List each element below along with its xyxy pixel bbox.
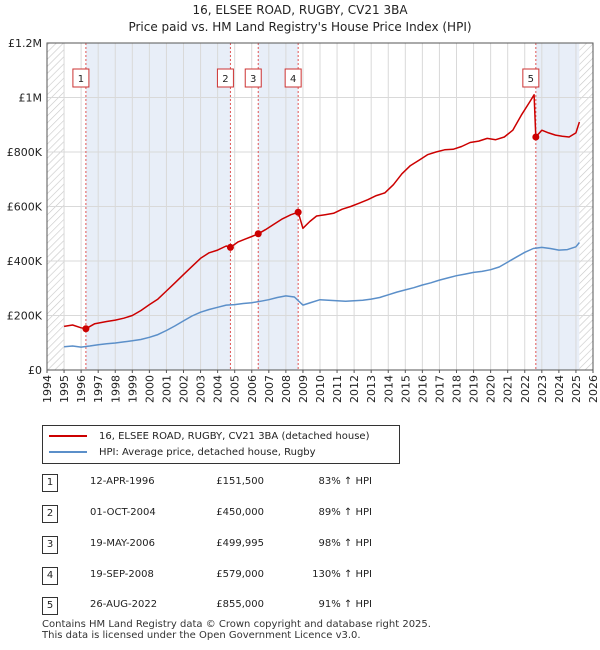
x-tick-label: 2015 [399, 375, 412, 403]
sale-price: £499,995 [216, 538, 264, 549]
sale-marker-box [72, 68, 90, 88]
x-tick-label: 2017 [433, 375, 446, 403]
hpi-change: 83% ↑ HPI [318, 476, 372, 487]
legend-item-hpi: HPI: Average price, detached house, Rugb… [49, 445, 316, 459]
chart-title: 16, ELSEE ROAD, RUGBY, CV21 3BA [192, 3, 408, 17]
y-tick-label: £800K [7, 146, 43, 159]
x-tick-label: 2022 [519, 375, 532, 403]
y-tick-label: £200K [7, 310, 43, 323]
y-tick-label: £0 [28, 364, 42, 377]
table-row: 1 12-APR-1996 £151,500 83% ↑ HPI [42, 474, 442, 492]
sale-date: 26-AUG-2022 [90, 599, 158, 610]
x-tick-label: 2009 [297, 375, 310, 403]
x-tick-label: 2005 [229, 375, 242, 403]
sale-marker-box [522, 68, 540, 88]
licence-notice: This data is licensed under the Open Gov… [42, 630, 361, 641]
x-tick-label: 2013 [365, 375, 378, 403]
sale-date: 12-APR-1996 [90, 476, 155, 487]
x-tick-label: 2019 [468, 375, 481, 403]
x-tick-label: 1996 [75, 375, 88, 403]
x-tick-label: 2012 [348, 375, 361, 403]
hpi-change: 130% ↑ HPI [312, 569, 372, 580]
legend: 16, ELSEE ROAD, RUGBY, CV21 3BA (detache… [42, 425, 400, 464]
x-tick-label: 2002 [178, 375, 191, 403]
y-tick-label: £400K [7, 255, 43, 268]
x-tick-label: 1998 [109, 375, 122, 403]
sale-price: £151,500 [216, 476, 264, 487]
table-row: 3 19-MAY-2006 £499,995 98% ↑ HPI [42, 536, 442, 554]
sale-point [226, 243, 234, 251]
sale-marker-box [284, 68, 302, 88]
legend-swatch-hpi [49, 451, 87, 453]
sale-point [532, 133, 540, 141]
sale-marker-label: 1 [78, 74, 84, 85]
x-tick-label: 2020 [485, 375, 498, 403]
sale-marker-label: 2 [222, 74, 228, 85]
sale-marker-box [216, 68, 234, 88]
legend-item-property: 16, ELSEE ROAD, RUGBY, CV21 3BA (detache… [49, 429, 369, 443]
x-tick-label: 2014 [382, 375, 395, 403]
table-row: 5 26-AUG-2022 £855,000 91% ↑ HPI [42, 597, 442, 615]
row-number: 1 [42, 474, 58, 492]
y-tick-label: £600K [7, 201, 43, 214]
sale-point [294, 208, 302, 216]
x-tick-label: 1994 [41, 375, 54, 403]
sale-price: £855,000 [216, 599, 264, 610]
x-tick-label: 2026 [587, 375, 600, 403]
x-tick-label: 2016 [416, 375, 429, 403]
footer: Contains HM Land Registry data © Crown c… [42, 619, 431, 641]
sale-price: £450,000 [216, 507, 264, 518]
row-number: 3 [42, 536, 58, 554]
sale-marker-label: 4 [290, 74, 296, 85]
x-tick-label: 2001 [160, 375, 173, 403]
x-tick-label: 2008 [280, 375, 293, 403]
table-row: 4 19-SEP-2008 £579,000 130% ↑ HPI [42, 567, 442, 585]
sale-marker-box [244, 68, 262, 88]
sale-point [82, 325, 90, 333]
x-tick-label: 2000 [143, 375, 156, 403]
legend-label-hpi: HPI: Average price, detached house, Rugb… [99, 446, 316, 458]
x-tick-label: 1999 [126, 375, 139, 403]
y-tick-label: £1.2M [8, 37, 42, 50]
y-tick-label: £1M [19, 92, 43, 105]
x-tick-label: 2018 [451, 375, 464, 403]
hpi-line [64, 242, 580, 348]
x-tick-label: 2023 [536, 375, 549, 403]
hpi-change: 98% ↑ HPI [318, 538, 372, 549]
sale-date: 19-SEP-2008 [90, 569, 154, 580]
x-tick-label: 2007 [263, 375, 276, 403]
row-number: 4 [42, 567, 58, 585]
x-tick-label: 2010 [314, 375, 327, 403]
table-row: 2 01-OCT-2004 £450,000 89% ↑ HPI [42, 505, 442, 523]
legend-label-property: 16, ELSEE ROAD, RUGBY, CV21 3BA (detache… [99, 430, 370, 442]
x-tick-label: 2011 [331, 375, 344, 403]
row-number: 5 [42, 597, 58, 615]
x-tick-label: 2021 [502, 375, 515, 403]
x-tick-label: 2004 [212, 375, 225, 403]
sale-marker-label: 5 [528, 74, 534, 85]
x-tick-label: 2025 [570, 375, 583, 403]
x-tick-label: 1995 [58, 375, 71, 403]
legend-swatch-property [49, 435, 87, 437]
copyright-notice: Contains HM Land Registry data © Crown c… [42, 619, 431, 630]
sale-price: £579,000 [216, 569, 264, 580]
price-chart: £0 £200K £400K £600K £800K £1M £1.2M 1994 1995 19… [7, 37, 600, 403]
row-number: 2 [42, 505, 58, 523]
property-price-line [63, 94, 581, 330]
hpi-change: 91% ↑ HPI [318, 599, 372, 610]
chart-subtitle: Price paid vs. HM Land Registry's House … [128, 20, 472, 34]
x-tick-label: 1997 [92, 375, 105, 403]
hpi-change: 89% ↑ HPI [318, 507, 372, 518]
sale-date: 01-OCT-2004 [90, 507, 156, 518]
sale-point [254, 230, 262, 238]
x-tick-label: 2003 [195, 375, 208, 403]
x-tick-label: 2024 [553, 375, 566, 403]
sale-date: 19-MAY-2006 [90, 538, 156, 549]
sale-marker-label: 3 [250, 74, 256, 85]
x-tick-label: 2006 [246, 375, 259, 403]
